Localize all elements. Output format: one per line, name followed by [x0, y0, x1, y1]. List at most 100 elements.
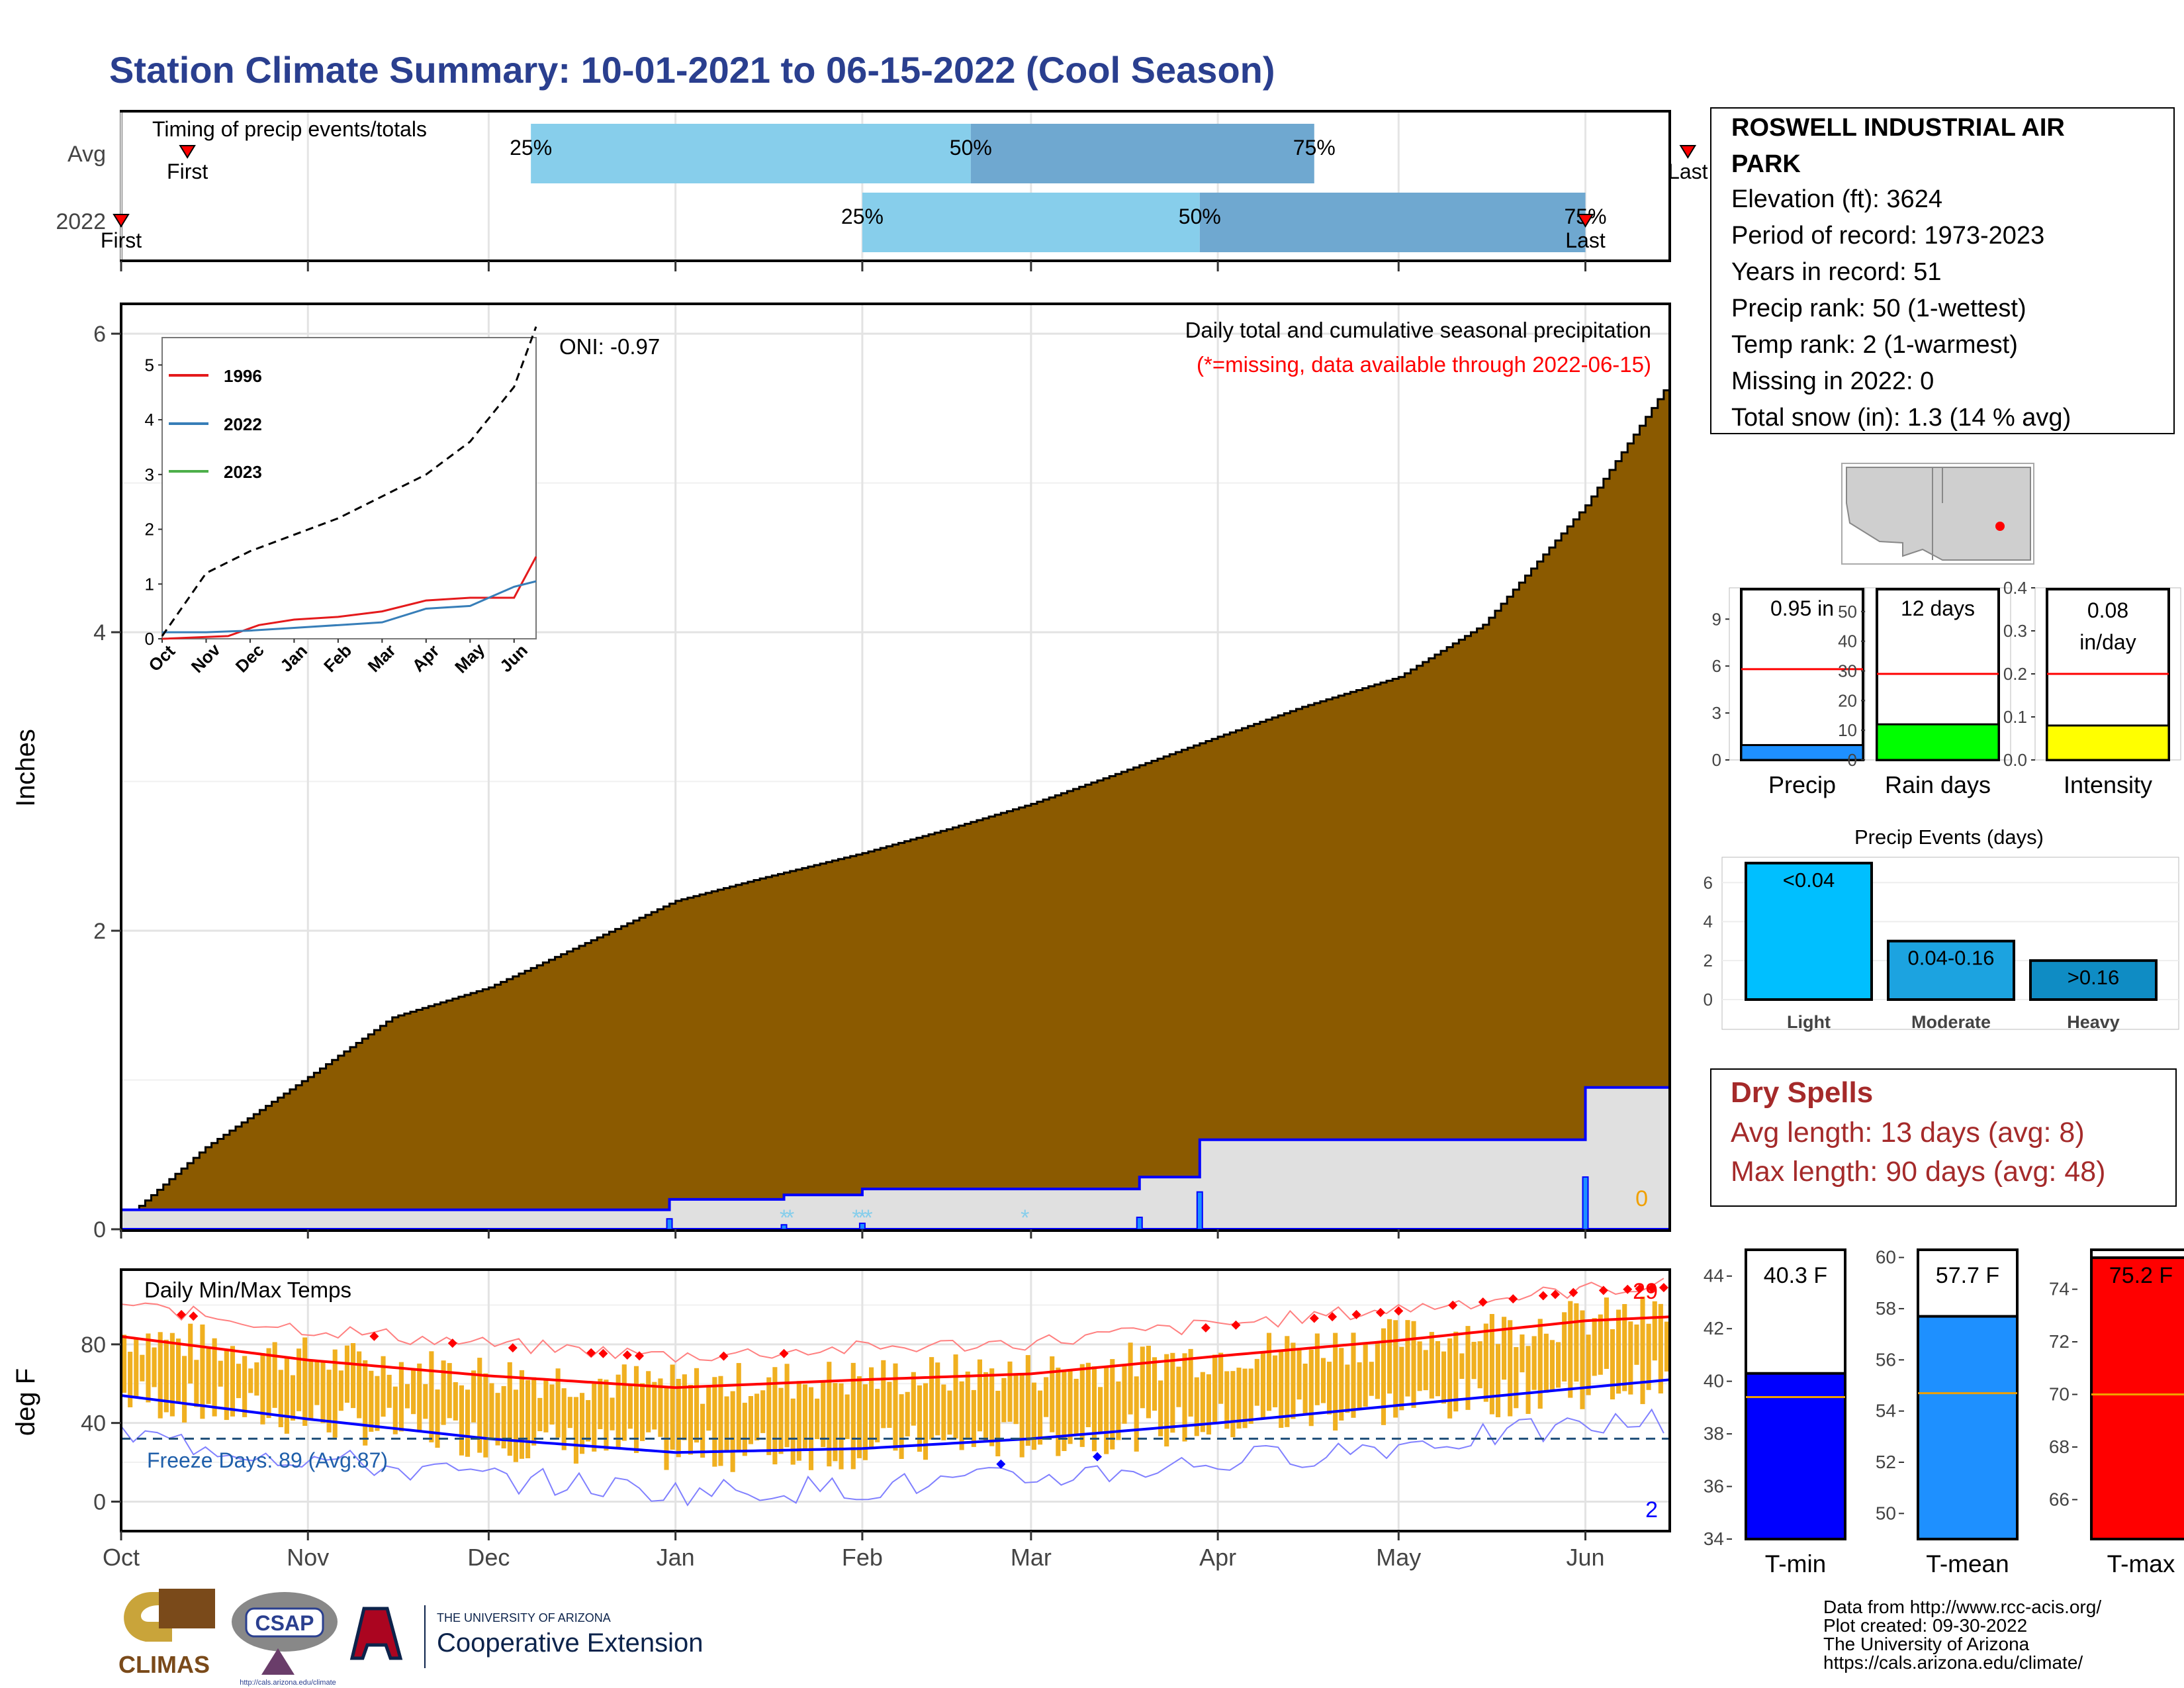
daily-temp-bar [1556, 1342, 1561, 1388]
temp-bar-ytick-label: 50 [1876, 1503, 1896, 1523]
daily-temp-bar [1580, 1310, 1585, 1409]
trace-marker: * [858, 1205, 866, 1231]
daily-temp-bar [1381, 1328, 1387, 1425]
daily-temp-bar [163, 1339, 169, 1413]
climas-mesa-icon [159, 1589, 215, 1628]
temp-bar-fill [2090, 1256, 2184, 1541]
daily-temp-bar [134, 1338, 139, 1397]
daily-temp-bar [1212, 1354, 1218, 1423]
temp-panel: 0 40 80 Oct Nov Dec Jan Feb Mar Apr May Jun Daily … [11, 1268, 1671, 1571]
record-high-marker [1478, 1297, 1488, 1307]
avg-cumulative-area [120, 381, 1671, 1231]
daily-temp-bar [1001, 1378, 1007, 1423]
mini-bar-value-label: in/day [2079, 630, 2136, 654]
daily-temp-bar [314, 1361, 320, 1405]
precip-events-chart: Precip Events (days) 0 2 4 6 <0.04 Light 0.04-… [1704, 825, 2179, 1032]
daily-temp-bar [658, 1378, 663, 1437]
daily-temp-bar [742, 1403, 747, 1456]
daily-temp-bar [1598, 1314, 1603, 1375]
station-precip-rank: Precip rank: 50 (1-wettest) [1731, 295, 2026, 322]
temp-xtick-label: Feb [842, 1544, 883, 1571]
daily-temp-bar [640, 1383, 645, 1441]
daily-temp-bar [561, 1388, 567, 1450]
inset-ytick-label: 4 [145, 410, 154, 430]
trace-marker: * [864, 1205, 872, 1231]
daily-temp-bar [862, 1384, 868, 1460]
daily-temp-bar [808, 1387, 814, 1470]
record-high-marker [586, 1348, 596, 1358]
daily-temp-bar [1417, 1341, 1422, 1391]
missing-count: 0 [1635, 1186, 1648, 1211]
daily-temp-bar [495, 1393, 500, 1446]
record-high-marker [779, 1348, 789, 1358]
daily-temp-bar [905, 1391, 910, 1436]
csap-badge [245, 1607, 324, 1638]
daily-temp-bar [525, 1380, 531, 1458]
footer-line1: Data from http://www.rcc-acis.org/ [1823, 1597, 2101, 1617]
daily-temp-bar [290, 1375, 296, 1421]
daily-temp-bar [278, 1370, 283, 1428]
daily-temp-bar [935, 1362, 940, 1436]
daily-temp-bar [627, 1384, 633, 1429]
footer-text: Data from http://www.rcc-acis.org/ Plot … [1823, 1597, 2101, 1673]
temp-bar-fill [1917, 1315, 2019, 1541]
daily-temp-bar [254, 1362, 259, 1396]
daily-temp-bar [381, 1356, 386, 1417]
station-location-marker [1995, 522, 2005, 531]
daily-temp-bar [1477, 1341, 1482, 1389]
mini-bar-value-label: 0.95 in [1770, 596, 1834, 620]
csap-url: http://cals.arizona.edu/climate [240, 1679, 336, 1687]
daily-temp-bar [1320, 1358, 1326, 1403]
daily-temp-bar [206, 1348, 211, 1404]
record-high-marker [1551, 1289, 1561, 1299]
daily-temp-bar [122, 1335, 127, 1393]
daily-temp-bar [1019, 1374, 1024, 1458]
record-low-marker [1093, 1452, 1103, 1462]
mini-ytick-label: 6 [1712, 656, 1721, 676]
daily-temp-bar [784, 1364, 790, 1448]
daily-temp-bar [1236, 1368, 1242, 1429]
trace-marker: * [786, 1205, 794, 1231]
daily-temp-bar [1050, 1356, 1055, 1432]
daily-temp-bar [664, 1387, 669, 1470]
trace-marker: * [852, 1205, 860, 1231]
daily-temp-bar [188, 1323, 193, 1384]
daily-temp-bar [447, 1363, 452, 1419]
daily-temp-bar [1031, 1382, 1036, 1450]
daily-temp-bar [1375, 1343, 1380, 1399]
station-period: Period of record: 1973-2023 [1731, 222, 2044, 250]
daily-temp-bar [730, 1391, 735, 1472]
daily-temp-bar [1525, 1346, 1531, 1414]
daily-temp-bar [573, 1397, 578, 1464]
temp-bar-ytick-label: 66 [2049, 1489, 2070, 1509]
daily-temp-bar [387, 1374, 392, 1408]
record-high-marker [1351, 1309, 1361, 1319]
daily-temp-bar [754, 1393, 760, 1441]
csap-mountain-icon [261, 1648, 295, 1675]
daily-temp-bar [272, 1342, 277, 1408]
daily-temp-bar [555, 1368, 561, 1438]
timing-q50-75-bar [970, 124, 1314, 183]
cumulative-2022-area [120, 1086, 1671, 1231]
daily-temp-bar [790, 1398, 796, 1465]
daily-temp-bar [182, 1356, 187, 1423]
daily-temp-bar [501, 1385, 506, 1449]
daily-temp-bar [839, 1383, 844, 1470]
record-high-marker [447, 1338, 457, 1348]
timing-q50-label: 50% [950, 136, 992, 160]
temp-bar-ytick-label: 54 [1876, 1401, 1896, 1421]
daily-temp-bar [724, 1396, 729, 1450]
temp-bar-ytick-label: 60 [1876, 1247, 1896, 1268]
daily-temp-bar [332, 1349, 338, 1438]
temp-bar-ytick-label: 34 [1704, 1528, 1724, 1549]
daily-temp-bar [1646, 1323, 1651, 1390]
inset-legend: 1996 2022 2023 [169, 366, 262, 482]
daily-temp-bar [1079, 1364, 1085, 1447]
daily-temp-bar [1116, 1381, 1121, 1440]
daily-temp-bar [772, 1367, 778, 1465]
daily-temp-bar [1465, 1326, 1471, 1410]
daily-temp-bar [537, 1397, 543, 1432]
daily-temp-bar [392, 1386, 398, 1434]
